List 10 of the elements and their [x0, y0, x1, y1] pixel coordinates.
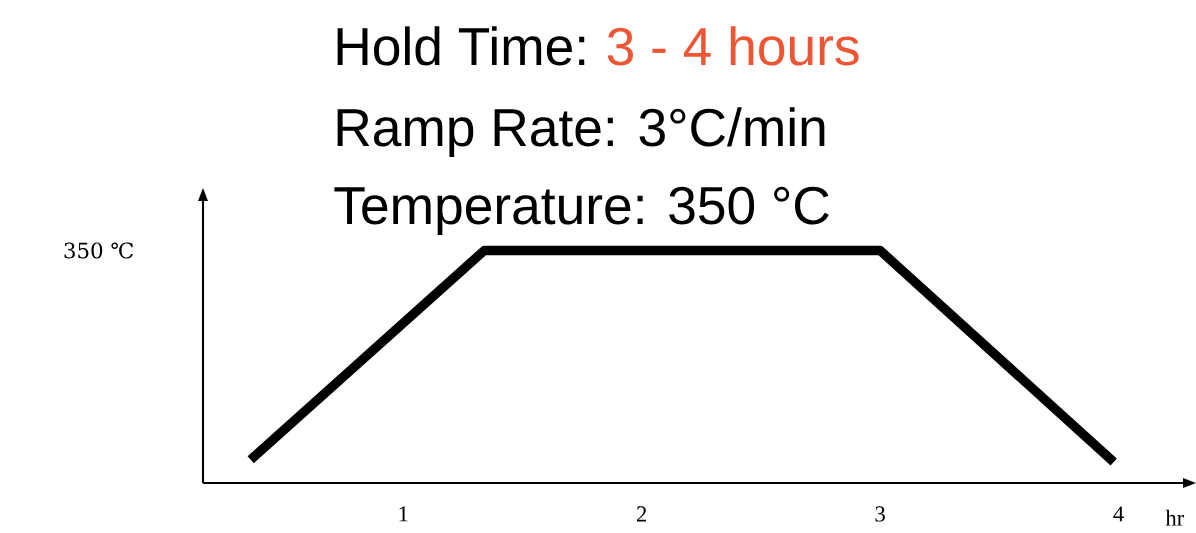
text: 350 ℃	[64, 242, 133, 259]
x-tick-label: 1	[399, 506, 408, 522]
text: Hold Time:	[337, 26, 585, 66]
text: Temperature: 350 °C	[334, 186, 829, 236]
x-tick-label: 2	[637, 506, 647, 522]
x-tick-label: 3	[875, 506, 885, 522]
x-axis-title: hr	[1165, 509, 1185, 526]
text: 3 - 4 hours	[607, 26, 859, 66]
text: Ramp Rate: 3°C/min	[337, 107, 825, 158]
x-tick-label: 4	[1113, 506, 1124, 522]
